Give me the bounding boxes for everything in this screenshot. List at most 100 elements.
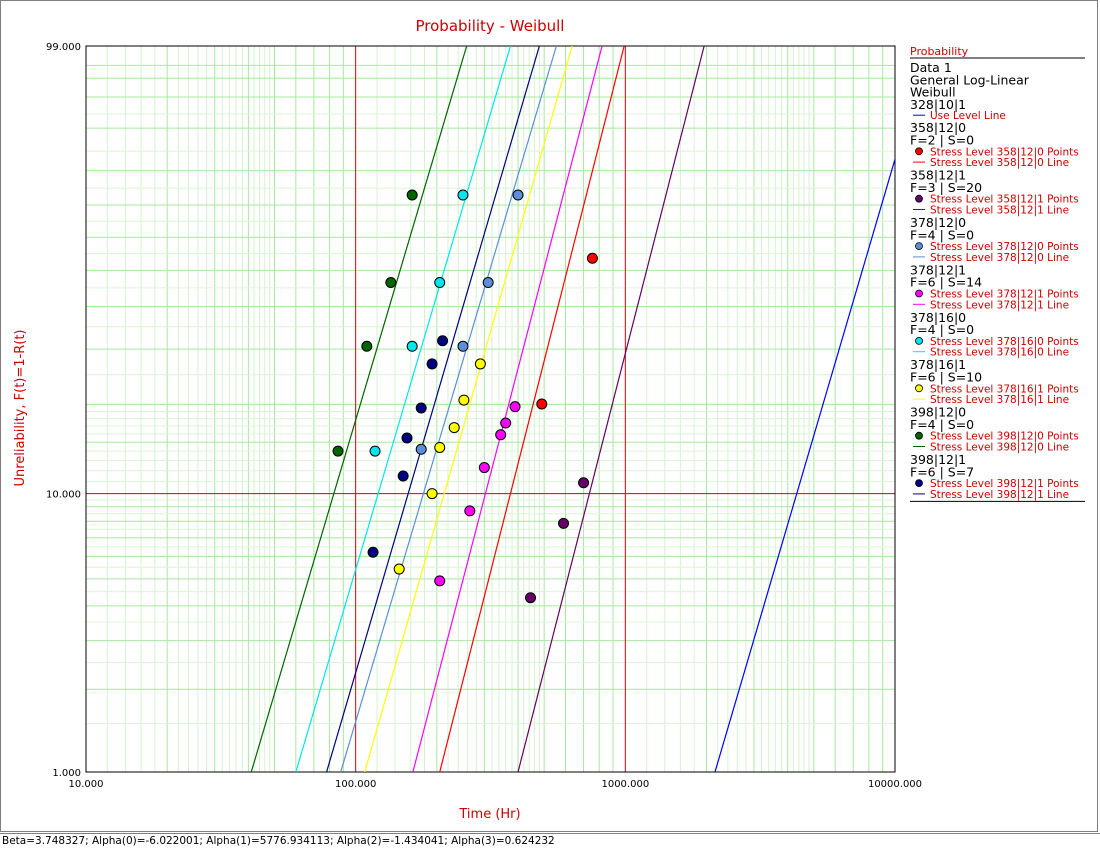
legend-line-label: Stress Level 378|16|0 Line bbox=[930, 347, 1069, 359]
data-point-398-12-1 bbox=[437, 335, 449, 347]
legend-header-line: General Log-Linear bbox=[910, 72, 1030, 87]
x-tick-label: 10.000 bbox=[69, 779, 104, 790]
legend-header-line: Weibull bbox=[910, 85, 956, 100]
fit-line-378-12-1 bbox=[412, 46, 603, 772]
legend-points-label: Stress Level 378|12|0 Points bbox=[930, 241, 1079, 253]
data-point-398-12-0 bbox=[385, 277, 397, 289]
legend-group-counts: F=2 | S=0 bbox=[910, 133, 974, 148]
legend-points-swatch bbox=[915, 479, 923, 488]
legend-points-swatch bbox=[915, 336, 923, 345]
data-point-378-12-0 bbox=[457, 340, 469, 352]
x-tick-label: 100.000 bbox=[335, 779, 376, 790]
legend-group-name: 378|16|1 bbox=[910, 357, 966, 372]
legend-line-label: Stress Level 378|12|0 Line bbox=[930, 252, 1069, 264]
legend-points-label: Stress Level 378|16|1 Points bbox=[930, 383, 1079, 395]
legend-group-counts: F=3 | S=20 bbox=[910, 180, 982, 195]
chart-title: Probability - Weibull bbox=[416, 17, 565, 35]
legend-points-label: Stress Level 398|12|1 Points bbox=[930, 478, 1079, 490]
axis-ticks: 10.000 100.000 1000.000 10000.0001.00010.00… bbox=[46, 42, 922, 790]
legend-points-swatch bbox=[915, 242, 923, 251]
data-points bbox=[332, 189, 598, 604]
plot-area-border bbox=[85, 45, 896, 773]
data-point-358-12-1 bbox=[558, 517, 570, 529]
data-point-378-16-1 bbox=[474, 358, 486, 370]
legend-points-label: Stress Level 398|12|0 Points bbox=[930, 431, 1079, 443]
y-axis-label: Unreliability, F(t)=1-R(t) bbox=[13, 330, 28, 487]
x-tick-label: 1000.000 bbox=[601, 779, 649, 790]
legend-group-name: 358|12|0 bbox=[910, 120, 966, 135]
data-point-378-12-0 bbox=[415, 443, 427, 455]
legend-points-swatch bbox=[915, 431, 923, 440]
fit-line-398-12-1 bbox=[325, 46, 540, 772]
data-point-398-12-0 bbox=[332, 445, 344, 457]
data-point-358-12-0 bbox=[536, 398, 548, 410]
data-point-358-12-1 bbox=[578, 477, 590, 489]
data-point-378-16-1 bbox=[393, 563, 405, 575]
data-point-378-12-1 bbox=[434, 575, 446, 587]
data-point-398-12-1 bbox=[426, 358, 438, 370]
data-point-378-16-1 bbox=[448, 422, 460, 434]
legend-group-name: 398|12|1 bbox=[910, 452, 966, 467]
y-tick-label: 99.000 bbox=[46, 42, 81, 53]
legend-points-label: Stress Level 378|12|1 Points bbox=[930, 289, 1079, 301]
legend-header-line: Data 1 bbox=[910, 60, 952, 75]
legend-points-swatch bbox=[915, 194, 923, 203]
y-tick-label: 1.000 bbox=[52, 768, 81, 779]
fit-line-378-12-0 bbox=[340, 46, 557, 772]
legend-points-label: Stress Level 378|16|0 Points bbox=[930, 336, 1079, 348]
data-point-378-12-1 bbox=[495, 429, 507, 441]
data-point-378-12-0 bbox=[482, 277, 494, 289]
data-point-398-12-1 bbox=[401, 432, 413, 444]
data-point-398-12-0 bbox=[361, 340, 373, 352]
data-point-378-12-1 bbox=[500, 417, 512, 429]
legend-line-label: Stress Level 398|12|0 Line bbox=[930, 442, 1069, 454]
x-axis-label: Time (Hr) bbox=[458, 807, 520, 822]
legend-group-counts: F=4 | S=0 bbox=[910, 227, 974, 242]
data-point-398-12-1 bbox=[397, 470, 409, 482]
data-point-358-12-0 bbox=[586, 252, 598, 264]
legend-group-counts: F=4 | S=0 bbox=[910, 322, 974, 337]
legend-points-label: Stress Level 358|12|0 Points bbox=[930, 146, 1079, 158]
data-point-378-16-0 bbox=[457, 189, 469, 201]
legend-group-name: 378|12|0 bbox=[910, 215, 966, 230]
use-level-line bbox=[714, 158, 895, 772]
data-point-398-12-1 bbox=[367, 546, 379, 558]
data-point-378-12-0 bbox=[512, 189, 524, 201]
fit-lines bbox=[250, 46, 895, 772]
legend-group-name: 378|16|0 bbox=[910, 310, 966, 325]
data-point-378-12-1 bbox=[509, 401, 521, 413]
legend-line-label: Stress Level 358|12|0 Line bbox=[930, 157, 1069, 169]
data-point-398-12-0 bbox=[406, 189, 418, 201]
fit-line-378-16-1 bbox=[364, 46, 573, 772]
fit-line-398-12-0 bbox=[250, 46, 468, 772]
y-tick-label: 10.000 bbox=[46, 490, 81, 501]
fit-line-378-16-0 bbox=[295, 46, 512, 772]
legend-points-label: Stress Level 358|12|1 Points bbox=[930, 194, 1079, 206]
legend-group-name: 358|12|1 bbox=[910, 168, 966, 183]
legend-group-name: 398|12|0 bbox=[910, 405, 966, 420]
legend-points-swatch bbox=[915, 289, 923, 298]
data-point-378-16-1 bbox=[426, 488, 438, 500]
fit-line-358-12-1 bbox=[517, 46, 705, 772]
legend-line-label: Stress Level 358|12|1 Line bbox=[930, 205, 1069, 217]
legend-header-line: 328|10|1 bbox=[910, 97, 966, 112]
data-point-378-16-0 bbox=[434, 277, 446, 289]
legend-group-counts: F=6 | S=10 bbox=[910, 370, 982, 385]
chart-window-frame bbox=[0, 0, 1098, 832]
status-bar: Beta=3.748327; Alpha(0)=-6.022001; Alpha… bbox=[0, 833, 1100, 848]
fit-line-358-12-0 bbox=[439, 46, 625, 772]
legend-group-name: 378|12|1 bbox=[910, 262, 966, 277]
legend-points-swatch bbox=[915, 147, 923, 156]
legend-line-label: Stress Level 378|16|1 Line bbox=[930, 394, 1069, 406]
grid-minor bbox=[86, 46, 895, 772]
data-point-378-12-1 bbox=[478, 462, 490, 474]
data-point-378-12-1 bbox=[464, 505, 476, 517]
legend-use-level-label: Use Level Line bbox=[930, 110, 1006, 122]
legend-points-swatch bbox=[915, 384, 923, 393]
data-point-378-16-1 bbox=[458, 394, 470, 406]
data-point-378-16-0 bbox=[406, 340, 418, 352]
grid-major bbox=[86, 46, 895, 772]
legend-line-label: Stress Level 378|12|1 Line bbox=[930, 299, 1069, 311]
